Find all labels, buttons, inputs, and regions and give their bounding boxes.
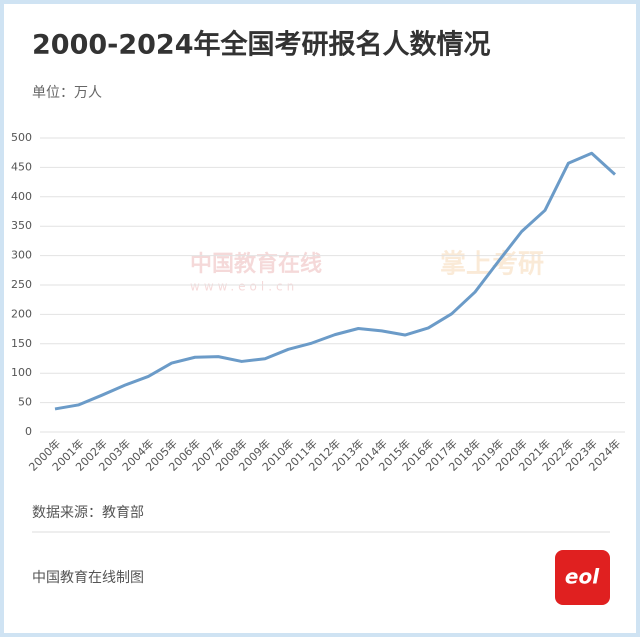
y-tick-label: 350 — [11, 219, 32, 232]
y-tick-label: 500 — [11, 131, 32, 144]
watermark-text: 中国教育在线 — [190, 251, 322, 277]
line — [54, 151, 617, 411]
chart-subtitle: 单位：万人 — [32, 85, 102, 101]
chart-title: 2000-2024年全国考研报名人数情况 — [32, 29, 491, 61]
y-tick-label: 150 — [11, 337, 32, 350]
y-tick-label: 300 — [11, 249, 32, 262]
source: 数据来源：教育部 — [32, 505, 144, 521]
y-tick-label: 0 — [25, 425, 32, 438]
logo — [555, 550, 610, 605]
y-tick-label: 450 — [11, 160, 32, 173]
y-tick-label: 400 — [11, 190, 32, 203]
y-tick-label: 100 — [11, 366, 32, 379]
watermark-text: 掌上考研 — [440, 250, 544, 280]
y-tick-label: 250 — [11, 278, 32, 291]
y-tick-label: 200 — [11, 307, 32, 320]
credit: 中国教育在线制图 — [32, 570, 144, 586]
watermark-text: www.eol.cn — [190, 280, 298, 294]
logo-text: eol — [565, 565, 600, 589]
y-tick-label: 50 — [18, 396, 32, 409]
